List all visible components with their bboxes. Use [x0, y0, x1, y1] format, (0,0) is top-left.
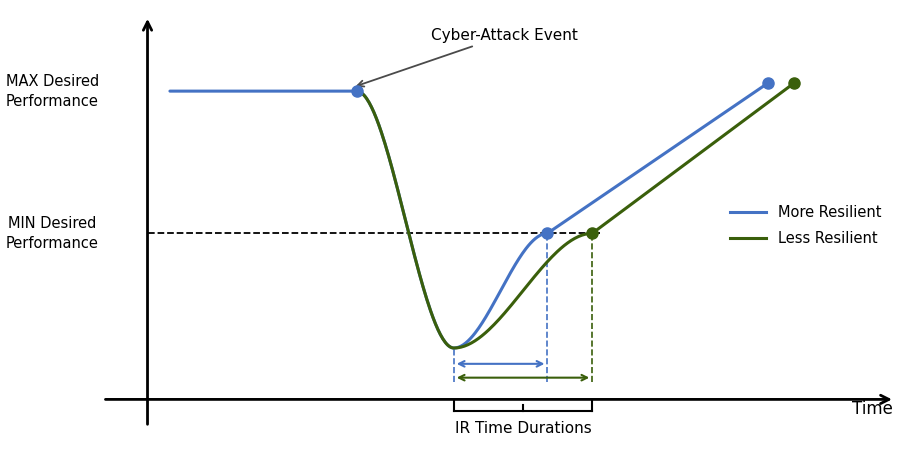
Text: MIN Desired
Performance: MIN Desired Performance — [6, 216, 99, 251]
Legend: More Resilient, Less Resilient: More Resilient, Less Resilient — [724, 199, 887, 252]
Text: MAX Desired
Performance: MAX Desired Performance — [5, 74, 99, 109]
Text: Cyber-Attack Event: Cyber-Attack Event — [357, 28, 579, 87]
Text: IR Time Durations: IR Time Durations — [454, 421, 591, 436]
Text: Time: Time — [852, 400, 893, 418]
